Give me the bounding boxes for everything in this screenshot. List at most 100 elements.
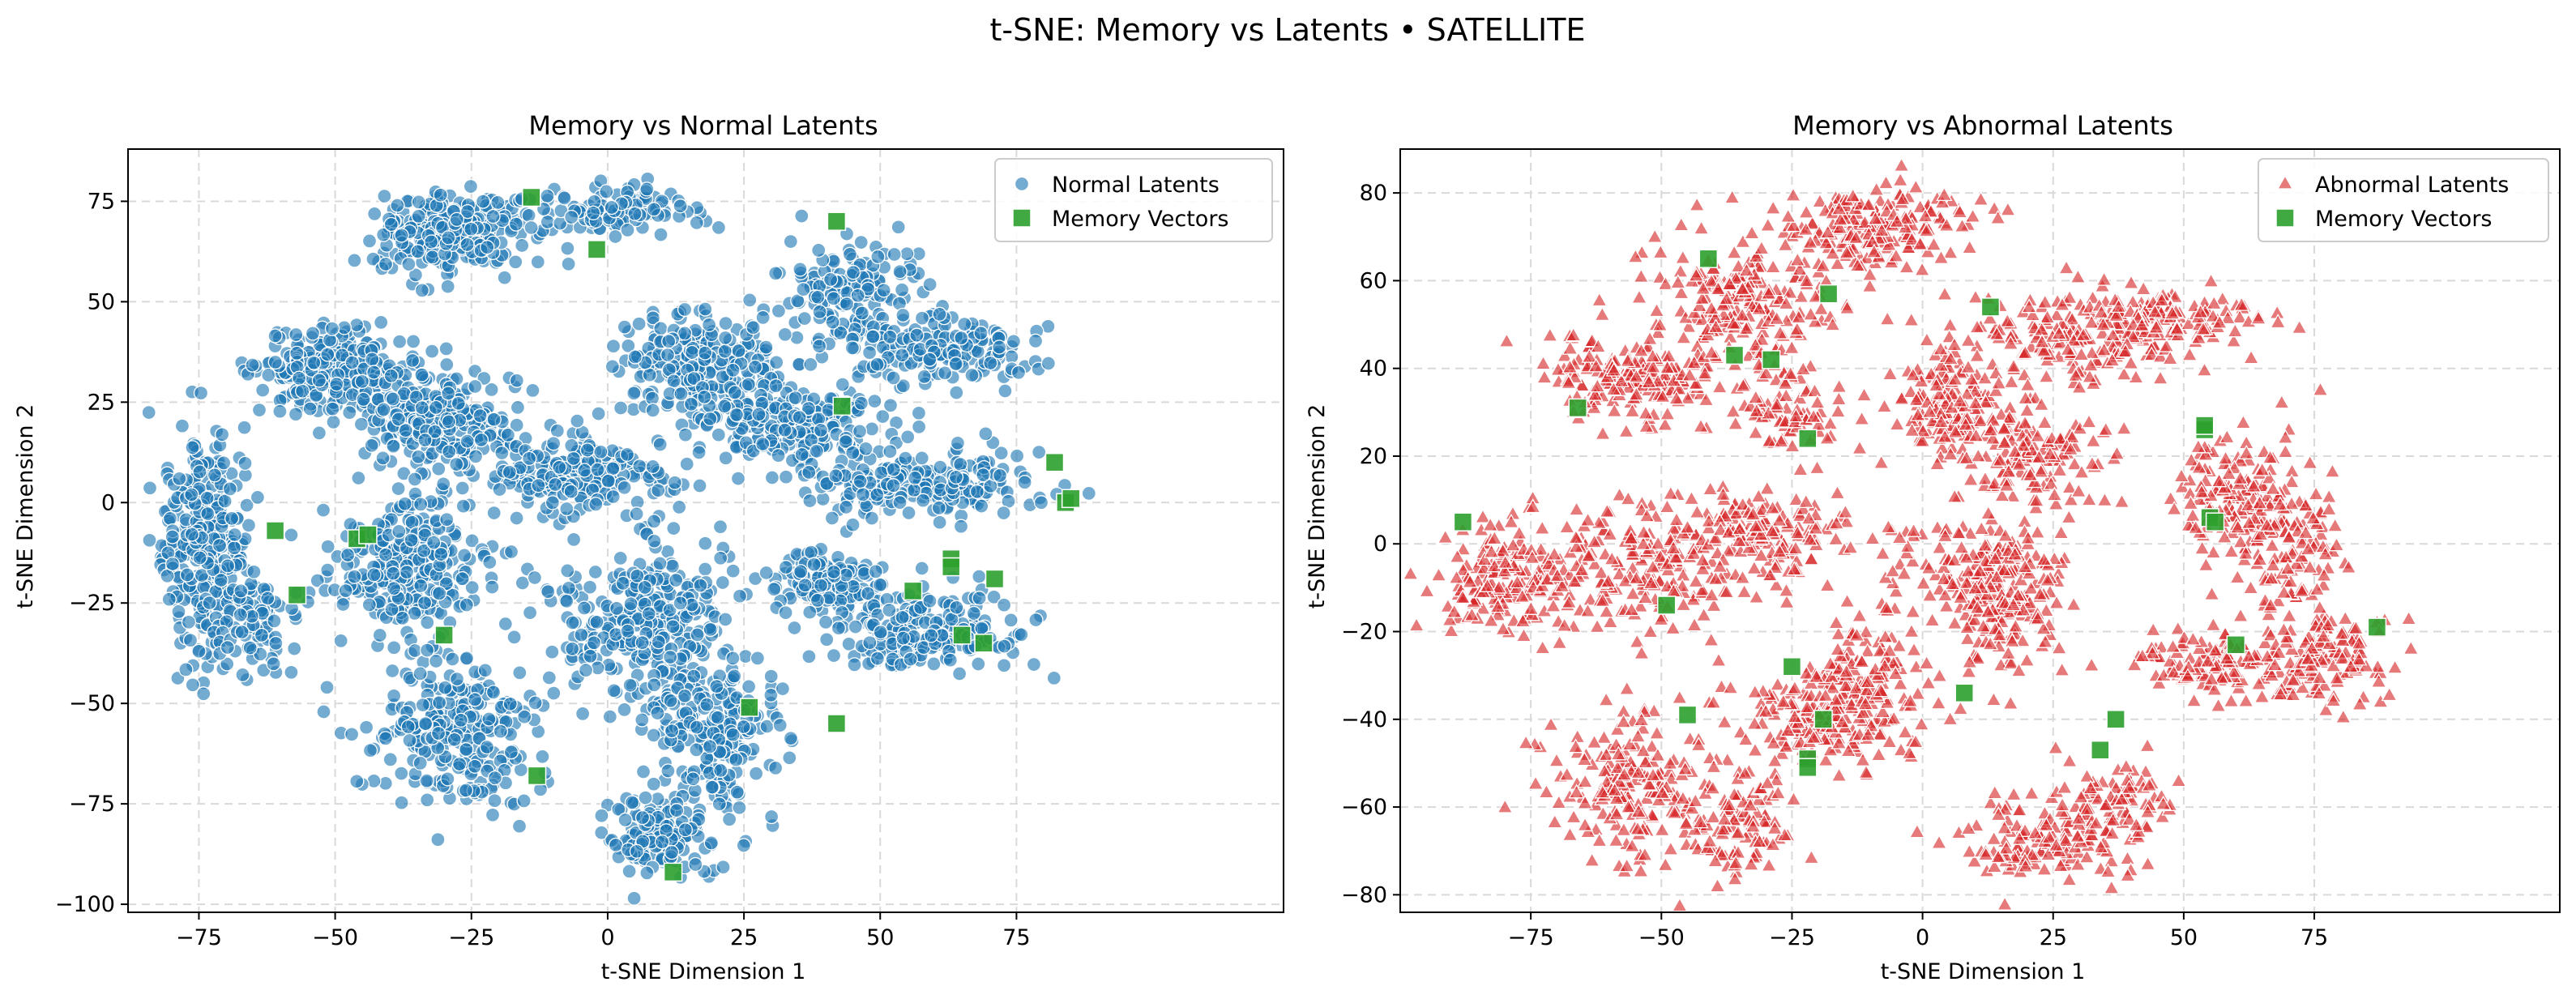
latent-point <box>477 663 493 678</box>
latent-point <box>211 538 228 553</box>
latent-point <box>828 468 844 484</box>
latent-point <box>586 205 601 220</box>
latent-point <box>394 766 409 781</box>
latent-point <box>1672 263 1690 278</box>
latent-point <box>1028 612 1044 628</box>
latent-point <box>503 544 519 560</box>
latent-point <box>467 758 483 774</box>
latent-point <box>679 456 694 472</box>
latent-point <box>390 198 405 213</box>
latent-point <box>615 575 630 591</box>
latent-point <box>647 677 662 693</box>
latent-point <box>320 347 335 362</box>
latent-point <box>509 373 524 388</box>
latent-point <box>589 614 604 630</box>
latent-point <box>869 651 886 666</box>
latent-point <box>634 712 650 728</box>
latent-point <box>261 367 276 383</box>
latent-points-normal <box>141 171 1096 906</box>
latent-point <box>613 400 629 416</box>
latent-point <box>424 234 439 250</box>
latent-point <box>1797 203 1815 219</box>
latent-point <box>456 548 472 563</box>
latent-point <box>458 783 474 798</box>
latent-point <box>725 651 741 666</box>
latent-point <box>344 355 360 370</box>
latent-point <box>1046 670 1062 686</box>
latent-point <box>449 671 465 687</box>
latent-point <box>1759 216 1776 232</box>
latent-point <box>184 487 199 502</box>
memory-vector-point <box>1044 452 1065 472</box>
latent-point <box>523 220 539 236</box>
latent-point <box>502 464 517 480</box>
latent-point <box>468 378 483 395</box>
latent-point <box>792 262 808 277</box>
latent-point <box>181 614 197 630</box>
latent-point <box>449 211 464 228</box>
latent-point <box>427 424 442 439</box>
panel-abnormal: Memory vs Abnormal Latents t-SNE Dimensi… <box>1305 110 2561 984</box>
latent-point <box>777 327 792 342</box>
memory-vector-point <box>903 581 923 601</box>
latent-point <box>1853 410 1870 425</box>
latent-point <box>716 860 731 875</box>
latent-point <box>515 237 530 254</box>
latent-point <box>655 834 670 850</box>
memory-vector-point <box>434 625 454 645</box>
y-tick-label: −50 <box>69 691 115 716</box>
latent-point <box>540 188 555 204</box>
latent-point <box>845 517 861 532</box>
latent-point <box>698 561 713 577</box>
latent-point <box>521 450 537 467</box>
latent-point <box>578 663 594 678</box>
latent-point <box>903 651 918 667</box>
latent-point <box>361 233 378 249</box>
latent-point <box>850 288 865 303</box>
memory-vector-point <box>827 714 847 733</box>
latent-point <box>964 367 980 383</box>
latent-point <box>841 636 857 651</box>
latent-point <box>608 228 623 245</box>
latent-point <box>540 214 555 230</box>
latent-point <box>652 556 668 571</box>
latent-point <box>242 640 258 655</box>
memory-vector-point <box>827 211 847 231</box>
latent-point <box>972 569 987 584</box>
latent-point <box>864 510 880 526</box>
latent-point <box>716 399 733 414</box>
latent-point <box>775 681 791 697</box>
latent-point <box>446 732 462 747</box>
latent-point <box>237 420 252 435</box>
latent-point <box>178 662 194 677</box>
latent-point <box>631 316 647 331</box>
latent-point <box>510 399 526 416</box>
latent-point <box>377 188 392 204</box>
latent-point <box>351 470 366 486</box>
latent-point <box>527 570 543 586</box>
latent-point <box>876 283 891 298</box>
latent-point <box>758 339 774 355</box>
latent-point <box>673 596 688 611</box>
latent-point <box>797 578 813 593</box>
latent-point <box>1792 461 1809 476</box>
latent-point <box>549 423 565 438</box>
latent-point <box>1591 292 1608 307</box>
latent-point <box>998 383 1013 399</box>
latent-point <box>718 612 733 627</box>
latent-point <box>953 456 968 472</box>
latent-point <box>459 742 474 758</box>
latent-point <box>411 194 426 210</box>
latent-point <box>886 370 901 386</box>
latent-point <box>586 635 602 651</box>
latent-point <box>375 450 391 466</box>
latent-point <box>811 339 827 354</box>
latent-point <box>220 639 235 655</box>
latent-point <box>620 222 635 238</box>
latent-point <box>432 695 447 711</box>
latent-point <box>691 445 707 460</box>
latent-point <box>769 355 784 370</box>
latent-point <box>669 572 684 588</box>
latent-point <box>516 793 532 809</box>
latent-point <box>1892 172 1909 187</box>
